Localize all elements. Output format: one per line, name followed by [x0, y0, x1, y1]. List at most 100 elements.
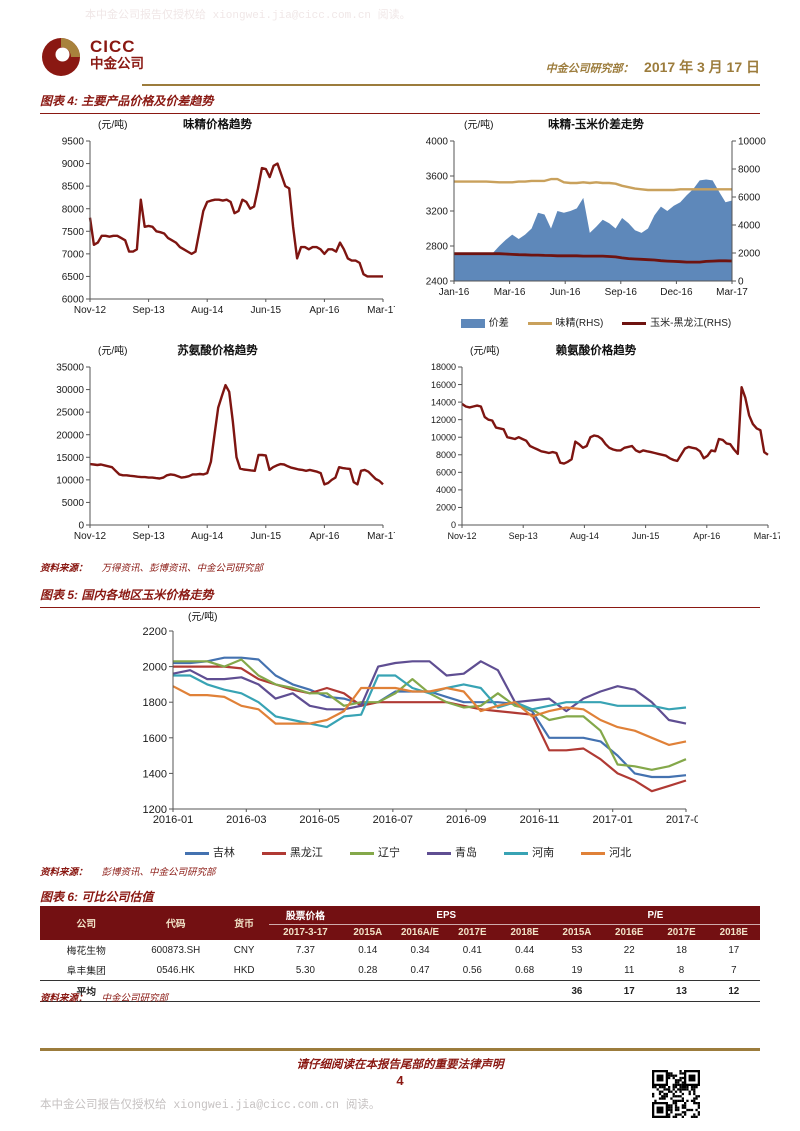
chart-corn-unit: (元/吨) [188, 612, 218, 623]
svg-text:1400: 1400 [143, 768, 167, 780]
logo-text-en: CICC [90, 37, 136, 56]
table-cell [132, 980, 219, 1002]
svg-text:9000: 9000 [62, 159, 85, 170]
liaoning-swatch [349, 851, 374, 855]
svg-text:Apr-16: Apr-16 [309, 305, 339, 316]
table-cell: 平均 [40, 980, 133, 1002]
table-cell [498, 980, 551, 1002]
svg-text:Apr-16: Apr-16 [693, 531, 720, 541]
svg-text:6500: 6500 [62, 272, 85, 283]
svg-text:Jun-15: Jun-15 [251, 305, 282, 316]
svg-text:Jun-15: Jun-15 [632, 531, 660, 541]
page-number: 4 [396, 1073, 404, 1088]
table-row: 梅花生物 600873.SH CNY 7.37 0.14 0.34 0.41 0.44 53 22… [40, 940, 760, 960]
svg-text:Nov-12: Nov-12 [74, 305, 107, 316]
svg-text:2016-05: 2016-05 [299, 814, 339, 826]
legend-label-spread: 价差 [488, 318, 509, 329]
svg-text:Sep-13: Sep-13 [132, 531, 165, 542]
table-cell: 5.30 [295, 964, 315, 976]
jilin-swatch [184, 851, 209, 855]
svg-text:1800: 1800 [143, 697, 167, 709]
svg-text:4000: 4000 [436, 485, 456, 495]
chart-msg-price: (元/吨) 味精价格趋势 6000 6500 7000 7500 8000 8500 900… [40, 116, 400, 330]
table-cell: 0.41 [462, 944, 482, 956]
table-cell [269, 980, 342, 1002]
svg-text:0: 0 [78, 521, 84, 532]
table-cell: 8 [678, 964, 685, 976]
legal-notice: 请仔细阅读在本报告尾部的重要法律声明 [296, 1059, 504, 1071]
col-header-currency: 货币 [218, 906, 270, 940]
table-cell: 22 [623, 944, 635, 956]
svg-text:3200: 3200 [426, 207, 449, 218]
col-header-company: 公司 [40, 906, 133, 940]
chart-lysine: (元/吨) 赖氨酸价格趋势 0 2000 4000 6000 8000 10000 1200… [412, 342, 782, 556]
col-header-pe-group: P/E [550, 906, 760, 925]
svg-text:1200: 1200 [143, 804, 167, 816]
chart-threonine: (元/吨) 苏氨酸价格趋势 0 5000 10000 15000 20000 25000 3… [40, 342, 399, 556]
svg-text:Dec-16: Dec-16 [660, 287, 693, 298]
svg-text:2016-09: 2016-09 [446, 814, 486, 826]
table-cell: 0.68 [515, 964, 535, 976]
legend-label-msg: 味精(RHS) [555, 318, 604, 329]
col-header-price-date: 2017-3-17 [269, 924, 342, 940]
table-subheader: 2018E [707, 924, 760, 940]
figure5-title: 图表 5: 国内各地区玉米价格走势 [40, 586, 760, 608]
svg-text:16000: 16000 [431, 380, 456, 390]
source-label: 资料来源： [40, 563, 88, 574]
table-cell: 阜丰集团 [66, 966, 106, 977]
figure5-source: 资料来源： 彭博资讯、中金公司研究部 [40, 864, 216, 878]
svg-text:2016-01: 2016-01 [153, 814, 193, 826]
col-header-price-group: 股票价格 [269, 906, 342, 925]
table-cell: 18 [676, 944, 687, 956]
table-subheader: 2015A [341, 924, 394, 940]
svg-text:Sep-13: Sep-13 [509, 531, 538, 541]
svg-text:2017-01: 2017-01 [593, 814, 633, 826]
chart-threonine-title: 苏氨酸价格趋势 [177, 345, 258, 357]
svg-text:Aug-14: Aug-14 [191, 531, 224, 542]
table-cell: 11 [624, 964, 635, 976]
chart-threonine-svg: 0 5000 10000 15000 20000 25000 30000 35000 Nov-1… [56, 363, 399, 542]
svg-text:Nov-12: Nov-12 [447, 531, 476, 541]
table-cell: 12 [707, 980, 760, 1002]
svg-text:7500: 7500 [62, 227, 85, 238]
svg-text:Jan-16: Jan-16 [439, 287, 470, 298]
report-date: 2017 年 3 月 17 日 [644, 59, 760, 75]
legend-label-corn: 玉米-黑龙江(RHS) [650, 318, 732, 329]
svg-text:35000: 35000 [56, 363, 84, 374]
svg-text:2400: 2400 [426, 277, 449, 288]
col-header-code: 代码 [132, 906, 219, 940]
source-text: 中金公司研究部 [101, 993, 169, 1004]
chart-lysine-unit: (元/吨) [470, 346, 500, 357]
table-cell: 0.44 [515, 944, 535, 956]
svg-text:1600: 1600 [143, 733, 167, 745]
chart-spread-unit: (元/吨) [464, 120, 494, 131]
svg-text:2200: 2200 [143, 626, 167, 638]
svg-text:20000: 20000 [56, 430, 84, 441]
svg-text:Mar-16: Mar-16 [494, 287, 526, 298]
source-text: 万得资讯、彭博资讯、中金公司研究部 [101, 563, 264, 574]
qr-code [652, 1070, 700, 1118]
table-cell [393, 980, 447, 1002]
table-subheader: 2015A [550, 924, 604, 940]
table-cell [341, 980, 394, 1002]
footer-divider [40, 1048, 760, 1051]
svg-text:2000: 2000 [738, 249, 761, 260]
chart-corn-regional-svg: 1200 1400 1600 1800 2000 2200 2016-01 2016-03 20… [143, 626, 707, 826]
table-subheader: 2016E [603, 924, 656, 940]
header-divider [142, 84, 760, 86]
svg-text:Mar-17: Mar-17 [716, 287, 748, 298]
table-row: 阜丰集团 0546.HK HKD 5.30 0.28 0.47 0.56 0.68 19 11 8 7 [40, 960, 760, 981]
logo-text-cn: 中金公司 [90, 56, 144, 71]
msg-line-swatch [527, 321, 552, 325]
svg-text:6000: 6000 [738, 193, 761, 204]
svg-text:2016-07: 2016-07 [373, 814, 413, 826]
legend-label-liaoning: 辽宁 [377, 847, 400, 859]
top-watermark: 本中金公司报告仅授权给 xiongwei.jia@cicc.com.cn 阅读。 [85, 10, 411, 22]
svg-text:9500: 9500 [62, 137, 85, 148]
svg-text:0: 0 [738, 277, 744, 288]
chart-msg-corn-spread-svg: 2400 2800 3200 3600 4000 0 2000 4000 6000 8000 100… [426, 137, 766, 298]
heilongjiang-swatch [261, 851, 286, 855]
table-cell: 36 [550, 980, 604, 1002]
chart-lysine-title: 赖氨酸价格趋势 [555, 345, 637, 357]
